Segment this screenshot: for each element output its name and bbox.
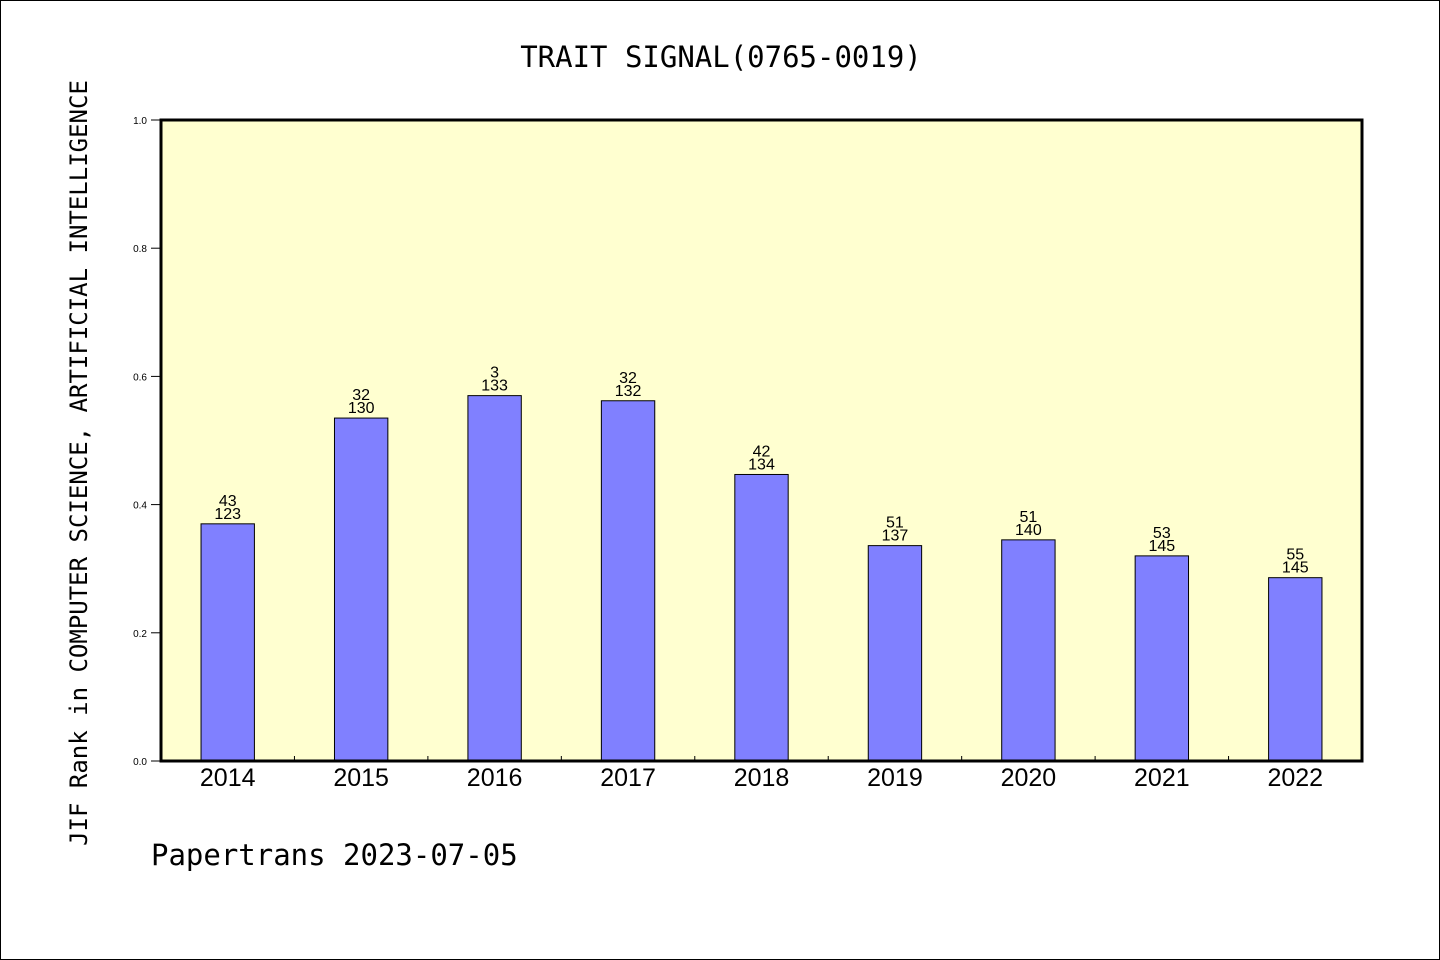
y-tick-label: 0.2 bbox=[133, 629, 147, 640]
x-tick-label: 2018 bbox=[734, 764, 790, 792]
x-tick-label: 2021 bbox=[1134, 764, 1190, 792]
plot-border bbox=[159, 118, 1364, 763]
x-tick-label: 2017 bbox=[600, 764, 656, 792]
rank-label: 42 bbox=[753, 443, 771, 460]
total-label: 140 bbox=[1015, 522, 1042, 539]
bar-2015 bbox=[333, 417, 389, 762]
rank-label: 53 bbox=[1153, 525, 1171, 542]
rank-label: 43 bbox=[219, 493, 237, 510]
total-label: 133 bbox=[481, 378, 508, 395]
y-tick-label: 0.8 bbox=[133, 244, 147, 255]
x-tick-label: 2020 bbox=[1001, 764, 1057, 792]
x-tick-label: 2014 bbox=[200, 764, 256, 792]
rank-label: 32 bbox=[619, 370, 637, 387]
x-tick-label: 2016 bbox=[467, 764, 523, 792]
bar-2016 bbox=[467, 395, 522, 762]
y-axis-label: JIF Rank in COMPUTER SCIENCE, ARTIFICIAL… bbox=[65, 80, 93, 846]
bar-2022 bbox=[1268, 577, 1323, 762]
total-label: 134 bbox=[748, 456, 775, 473]
bar-2021 bbox=[1134, 555, 1190, 762]
bar-2018 bbox=[734, 473, 789, 762]
bar-2020 bbox=[1001, 539, 1056, 762]
x-tick-label: 2019 bbox=[867, 764, 923, 792]
rank-label: 51 bbox=[1019, 509, 1037, 526]
total-label: 132 bbox=[615, 383, 642, 400]
total-label: 137 bbox=[882, 528, 909, 545]
y-tick-label: 0.6 bbox=[133, 372, 147, 383]
chart-title: TRAIT SIGNAL(0765-0019) bbox=[520, 40, 922, 74]
bar-2017 bbox=[600, 400, 656, 762]
total-label: 123 bbox=[214, 506, 241, 523]
y-tick-label: 0.4 bbox=[133, 501, 147, 512]
total-label: 130 bbox=[348, 400, 375, 417]
bar-2014 bbox=[200, 523, 255, 762]
rank-label: 32 bbox=[352, 387, 370, 404]
rank-label: 3 bbox=[490, 365, 499, 382]
bar-2019 bbox=[867, 545, 923, 762]
total-label: 145 bbox=[1148, 538, 1175, 555]
y-tick-label: 0.0 bbox=[133, 757, 147, 768]
rank-label: 55 bbox=[1286, 547, 1304, 564]
x-tick-label: 2022 bbox=[1267, 764, 1323, 792]
total-label: 145 bbox=[1282, 560, 1309, 577]
data-labels: 4312320143213020153133201632132201742134… bbox=[200, 365, 1323, 792]
y-tick-label: 1.0 bbox=[133, 116, 147, 127]
rank-label: 51 bbox=[886, 515, 904, 532]
footer-credit: Papertrans 2023-07-05 bbox=[151, 838, 518, 872]
x-tick-label: 2015 bbox=[333, 764, 389, 792]
bars bbox=[200, 395, 1323, 762]
